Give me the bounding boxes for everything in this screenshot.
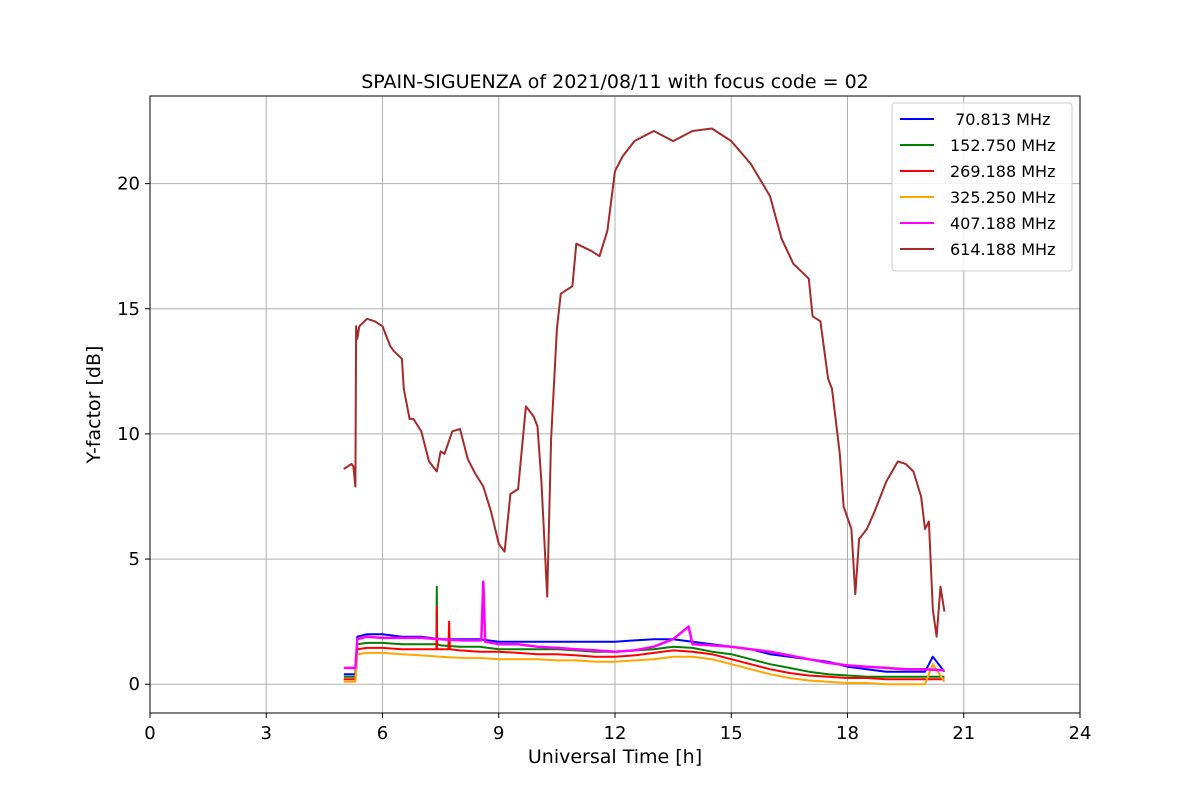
- series-group: [343, 127, 946, 686]
- y-tick-label: 15: [117, 299, 140, 320]
- x-tick-label: 3: [261, 723, 272, 744]
- x-tick-label: 21: [952, 723, 975, 744]
- x-axis-label: Universal Time [h]: [528, 746, 702, 768]
- x-tick-label: 6: [377, 723, 388, 744]
- chart-title: SPAIN-SIGUENZA of 2021/08/11 with focus …: [361, 71, 869, 93]
- x-tick-label: 12: [604, 723, 627, 744]
- x-tick-label: 0: [144, 723, 155, 744]
- legend-label: 325.250 MHz: [950, 188, 1055, 207]
- x-tick-label: 9: [493, 723, 504, 744]
- series-line-6: [343, 127, 946, 638]
- y-tick-label: 20: [117, 174, 140, 195]
- ticks: 0 3 6 9 12 15 18 21 24 0 5 10 15 20: [117, 174, 1091, 744]
- x-tick-label: 18: [836, 723, 859, 744]
- legend: 70.813 MHz 152.750 MHz 269.188 MHz 325.250 …: [891, 102, 1073, 272]
- y-tick-label: 5: [129, 549, 140, 570]
- series-line-4: [343, 651, 946, 686]
- series-line-2: [343, 585, 945, 678]
- legend-label: 407.188 MHz: [950, 214, 1055, 233]
- legend-box: [891, 102, 1073, 272]
- series-line-5: [343, 580, 945, 672]
- legend-label: 70.813 MHz: [950, 110, 1050, 129]
- legend-label: 152.750 MHz: [950, 136, 1055, 155]
- x-tick-label: 24: [1069, 723, 1092, 744]
- y-tick-label: 0: [129, 674, 140, 695]
- y-tick-label: 10: [117, 424, 140, 445]
- x-tick-label: 15: [720, 723, 743, 744]
- y-axis-label: Y-factor [dB]: [83, 346, 105, 465]
- legend-label: 269.188 MHz: [950, 162, 1055, 181]
- legend-label: 614.188 MHz: [950, 240, 1055, 259]
- series-line-3: [343, 605, 945, 681]
